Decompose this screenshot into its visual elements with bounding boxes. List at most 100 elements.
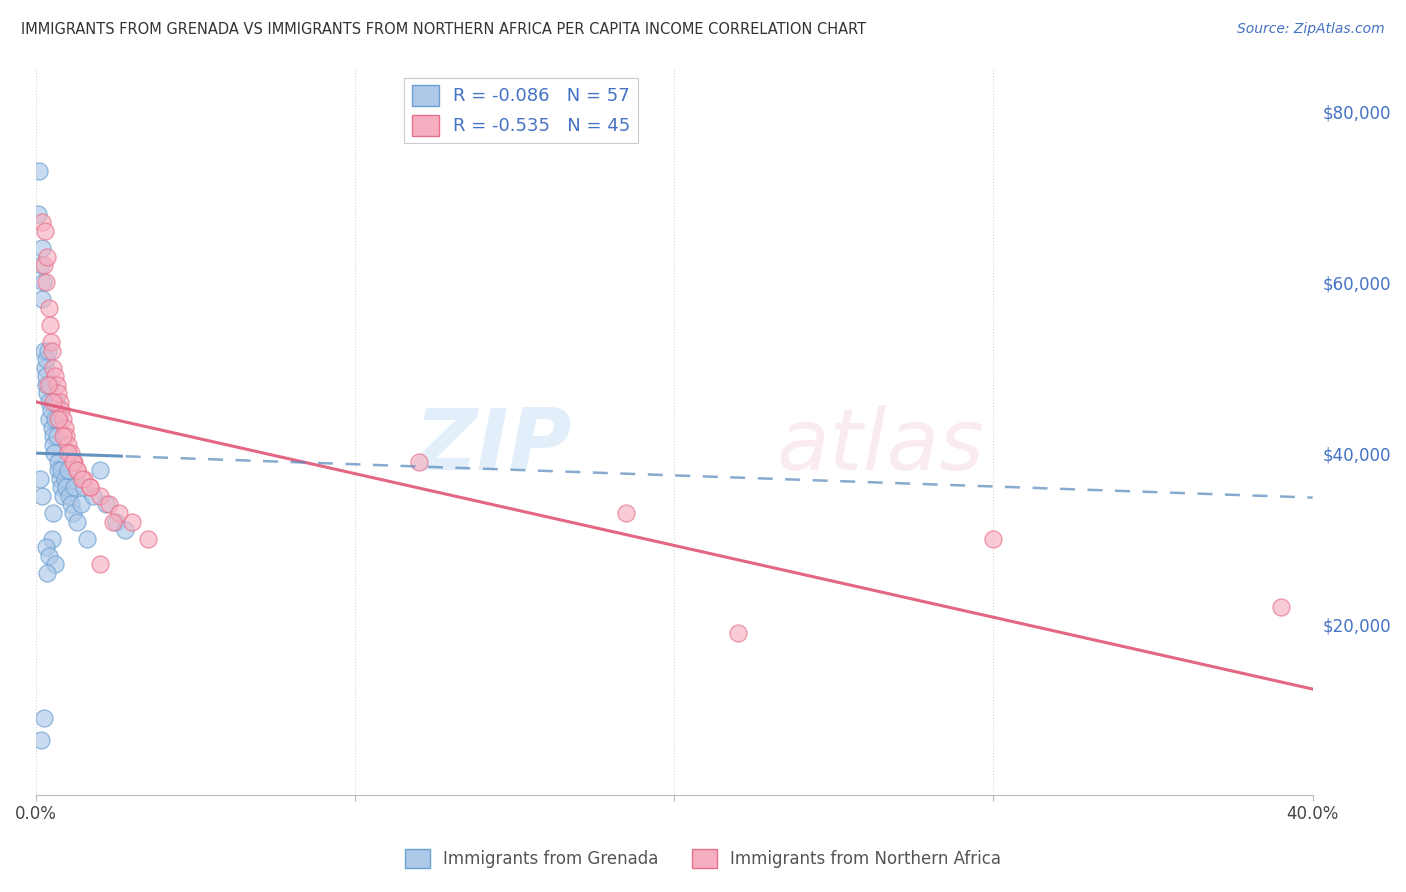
Point — [27, 207, 49, 221]
Point — [30, 258, 52, 272]
Point — [35, 275, 58, 289]
Point — [56, 446, 79, 460]
Point — [32, 275, 55, 289]
Point — [41, 343, 63, 358]
Text: IMMIGRANTS FROM GRENADA VS IMMIGRANTS FROM NORTHERN AFRICA PER CAPITA INCOME COR: IMMIGRANTS FROM GRENADA VS IMMIGRANTS FR… — [21, 22, 866, 37]
Point — [101, 515, 124, 529]
Point — [48, 412, 70, 426]
Point — [49, 480, 72, 494]
Point — [51, 403, 73, 417]
Point — [53, 472, 76, 486]
Point — [89, 489, 111, 503]
Point — [55, 480, 77, 494]
Point — [35, 369, 58, 384]
Point — [44, 412, 66, 426]
Point — [63, 480, 86, 494]
Point — [52, 412, 75, 426]
Point — [39, 403, 62, 417]
Text: Source: ZipAtlas.com: Source: ZipAtlas.com — [1237, 22, 1385, 37]
Point — [37, 343, 59, 358]
Point — [52, 429, 75, 443]
Point — [34, 540, 56, 554]
Point — [32, 343, 55, 358]
Point — [28, 164, 51, 178]
Point — [89, 558, 111, 572]
Point — [34, 377, 56, 392]
Point — [121, 515, 143, 529]
Point — [35, 352, 58, 367]
Point — [37, 250, 59, 264]
Point — [79, 480, 101, 494]
Point — [42, 360, 65, 375]
Point — [34, 360, 56, 375]
Point — [31, 489, 53, 503]
Point — [39, 377, 62, 392]
Point — [37, 377, 59, 392]
Point — [73, 472, 96, 486]
Legend: Immigrants from Grenada, Immigrants from Northern Africa: Immigrants from Grenada, Immigrants from… — [398, 842, 1008, 875]
Point — [44, 446, 66, 460]
Point — [76, 532, 98, 546]
Point — [114, 523, 136, 537]
Point — [41, 429, 63, 443]
Point — [108, 506, 131, 520]
Point — [52, 489, 75, 503]
Point — [73, 480, 96, 494]
Point — [42, 437, 65, 451]
Point — [66, 515, 89, 529]
Point — [70, 472, 93, 486]
Point — [42, 395, 65, 409]
Point — [96, 498, 118, 512]
Point — [38, 412, 60, 426]
Point — [49, 472, 72, 486]
Point — [60, 446, 83, 460]
Point — [53, 420, 76, 434]
Point — [31, 293, 53, 307]
Point — [616, 506, 638, 520]
Point — [63, 455, 86, 469]
Point — [41, 420, 63, 434]
Point — [1270, 600, 1292, 615]
Point — [32, 258, 55, 272]
Text: atlas: atlas — [776, 405, 984, 488]
Point — [45, 429, 67, 443]
Point — [45, 377, 67, 392]
Legend: R = -0.086   N = 57, R = -0.535   N = 45: R = -0.086 N = 57, R = -0.535 N = 45 — [405, 78, 638, 143]
Point — [37, 566, 59, 580]
Point — [39, 334, 62, 349]
Point — [727, 625, 749, 640]
Point — [42, 506, 65, 520]
Point — [49, 395, 72, 409]
Point — [58, 489, 80, 503]
Point — [89, 463, 111, 477]
Point — [31, 215, 53, 229]
Point — [46, 463, 69, 477]
Point — [60, 498, 83, 512]
Point — [38, 301, 60, 315]
Point — [408, 455, 430, 469]
Point — [104, 515, 127, 529]
Point — [55, 429, 77, 443]
Point — [79, 480, 101, 494]
Point — [66, 463, 89, 477]
Point — [44, 369, 66, 384]
Point — [44, 558, 66, 572]
Point — [30, 732, 52, 747]
Point — [136, 532, 159, 546]
Text: ZIP: ZIP — [415, 405, 572, 488]
Point — [38, 395, 60, 409]
Point — [46, 412, 69, 426]
Point — [69, 498, 91, 512]
Point — [31, 241, 53, 255]
Point — [82, 489, 104, 503]
Point — [45, 395, 67, 409]
Point — [37, 386, 59, 401]
Point — [62, 506, 84, 520]
Point — [46, 386, 69, 401]
Point — [32, 711, 55, 725]
Point — [38, 549, 60, 563]
Point — [51, 463, 73, 477]
Point — [98, 498, 121, 512]
Point — [28, 472, 51, 486]
Point — [41, 532, 63, 546]
